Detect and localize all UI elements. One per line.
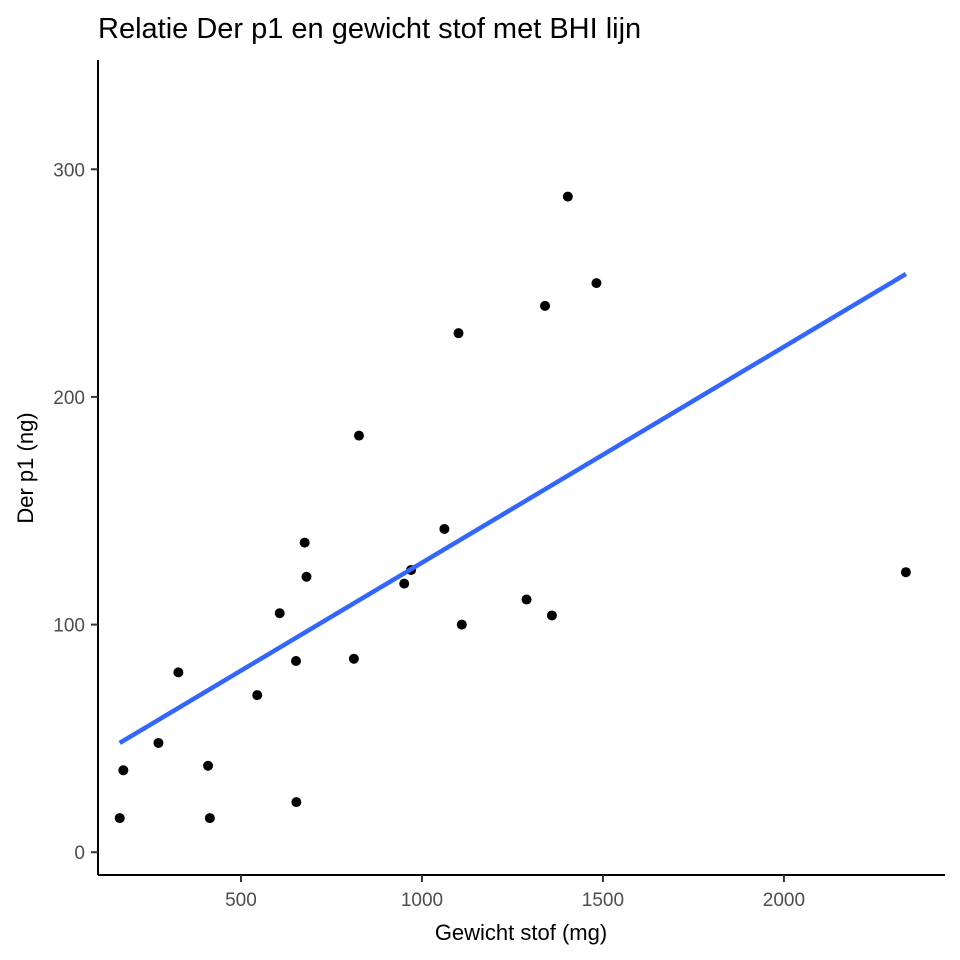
data-point (173, 667, 184, 678)
x-tick-label: 1500 (582, 890, 624, 911)
data-point (353, 430, 364, 441)
data-point (453, 328, 464, 339)
data-point (301, 571, 312, 582)
data-point (900, 567, 911, 578)
y-tick-label: 100 (53, 616, 85, 637)
data-point (456, 619, 467, 630)
data-point (348, 653, 359, 664)
data-point (562, 191, 573, 202)
x-tick-label: 2000 (763, 890, 805, 911)
x-axis-title: Gewicht stof (mg) (435, 920, 607, 945)
y-axis-title: Der p1 (ng) (13, 412, 38, 523)
regression-line (118, 272, 908, 745)
x-tick-label: 1000 (401, 890, 443, 911)
data-point (439, 523, 450, 534)
data-point (252, 690, 263, 701)
chart-title: Relatie Der p1 en gewicht stof met BHI l… (98, 13, 641, 45)
data-point (521, 594, 532, 605)
y-tick-label: 200 (53, 388, 85, 409)
data-point (204, 813, 215, 824)
data-point (399, 578, 410, 589)
data-point (274, 608, 285, 619)
data-point (540, 300, 551, 311)
data-point (591, 278, 602, 289)
x-tick-label: 500 (225, 890, 257, 911)
data-point (291, 797, 302, 808)
data-point (114, 813, 125, 824)
data-point (203, 760, 214, 771)
x-axis-ticks: 500 1000 1500 2000 (225, 875, 805, 911)
y-axis-ticks: 0 100 200 300 (53, 160, 98, 864)
y-tick-label: 300 (53, 160, 85, 181)
data-point (546, 610, 557, 621)
data-point (299, 537, 310, 548)
data-point (291, 656, 301, 667)
y-tick-label: 0 (74, 843, 85, 864)
plot-area (114, 191, 911, 824)
data-point (118, 765, 129, 776)
data-point (153, 737, 164, 748)
